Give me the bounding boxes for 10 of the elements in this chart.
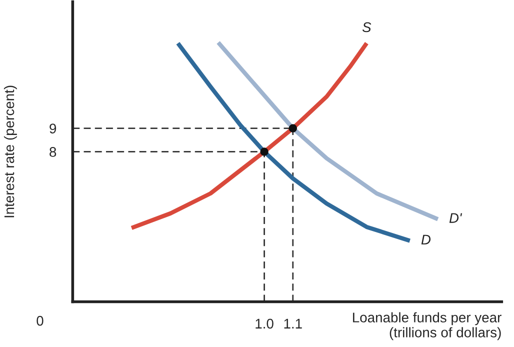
series-label: D <box>421 234 431 244</box>
series-label: S <box>362 22 372 32</box>
text: 0 <box>36 316 44 326</box>
x-tick-label: 1.1 <box>284 318 302 328</box>
x-tick-label: 1.0 <box>256 318 274 329</box>
x-axis-title: Loanable funds per year (trillions of dollars) <box>353 312 502 340</box>
y-tick-label: 8 <box>50 147 56 157</box>
series-label: D' <box>449 213 462 223</box>
y-tick-label: 9 <box>50 124 56 134</box>
y-axis-title: Interest rate (percent) <box>4 86 17 218</box>
